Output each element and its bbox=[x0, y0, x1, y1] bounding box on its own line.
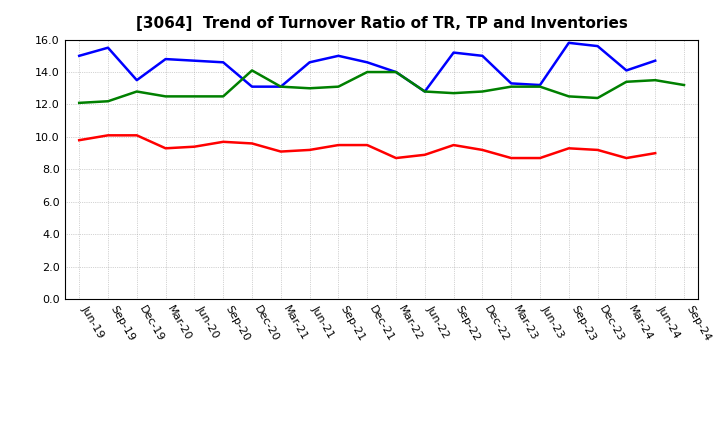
Inventories bbox=[622, 79, 631, 84]
Inventories bbox=[219, 94, 228, 99]
Trade Receivables bbox=[75, 138, 84, 143]
Trade Receivables bbox=[564, 146, 573, 151]
Inventories bbox=[190, 94, 199, 99]
Trade Payables bbox=[507, 81, 516, 86]
Inventories bbox=[420, 89, 429, 94]
Inventories bbox=[564, 94, 573, 99]
Trade Payables bbox=[132, 77, 141, 83]
Trade Receivables bbox=[392, 155, 400, 161]
Trade Receivables bbox=[248, 141, 256, 146]
Inventories bbox=[305, 86, 314, 91]
Trade Receivables bbox=[276, 149, 285, 154]
Trade Payables bbox=[75, 53, 84, 59]
Trade Payables bbox=[363, 60, 372, 65]
Trade Payables bbox=[248, 84, 256, 89]
Trade Payables bbox=[420, 89, 429, 94]
Inventories bbox=[651, 77, 660, 83]
Trade Receivables bbox=[449, 143, 458, 148]
Trade Receivables bbox=[132, 133, 141, 138]
Inventories bbox=[363, 70, 372, 75]
Trade Receivables bbox=[305, 147, 314, 153]
Trade Receivables bbox=[190, 144, 199, 149]
Trade Receivables bbox=[651, 150, 660, 156]
Inventories bbox=[507, 84, 516, 89]
Trade Receivables bbox=[593, 147, 602, 153]
Trade Receivables bbox=[478, 147, 487, 153]
Trade Payables bbox=[104, 45, 112, 50]
Title: [3064]  Trend of Turnover Ratio of TR, TP and Inventories: [3064] Trend of Turnover Ratio of TR, TP… bbox=[135, 16, 628, 32]
Trade Payables bbox=[449, 50, 458, 55]
Trade Payables bbox=[334, 53, 343, 59]
Line: Trade Payables: Trade Payables bbox=[79, 43, 655, 92]
Inventories bbox=[593, 95, 602, 101]
Inventories bbox=[132, 89, 141, 94]
Trade Payables bbox=[622, 68, 631, 73]
Trade Receivables bbox=[420, 152, 429, 158]
Trade Receivables bbox=[507, 155, 516, 161]
Inventories bbox=[248, 68, 256, 73]
Inventories bbox=[334, 84, 343, 89]
Inventories bbox=[449, 91, 458, 96]
Trade Receivables bbox=[219, 139, 228, 144]
Trade Payables bbox=[651, 58, 660, 63]
Trade Payables bbox=[392, 70, 400, 75]
Inventories bbox=[392, 70, 400, 75]
Inventories bbox=[276, 84, 285, 89]
Trade Receivables bbox=[363, 143, 372, 148]
Trade Payables bbox=[478, 53, 487, 59]
Inventories bbox=[680, 82, 688, 88]
Trade Payables bbox=[536, 82, 544, 88]
Inventories bbox=[75, 100, 84, 106]
Trade Payables bbox=[564, 40, 573, 45]
Trade Receivables bbox=[104, 133, 112, 138]
Trade Receivables bbox=[334, 143, 343, 148]
Trade Payables bbox=[276, 84, 285, 89]
Trade Receivables bbox=[161, 146, 170, 151]
Line: Trade Receivables: Trade Receivables bbox=[79, 136, 655, 158]
Line: Inventories: Inventories bbox=[79, 70, 684, 103]
Trade Payables bbox=[593, 44, 602, 49]
Inventories bbox=[161, 94, 170, 99]
Inventories bbox=[478, 89, 487, 94]
Trade Receivables bbox=[622, 155, 631, 161]
Trade Payables bbox=[219, 60, 228, 65]
Trade Payables bbox=[161, 56, 170, 62]
Inventories bbox=[536, 84, 544, 89]
Trade Payables bbox=[190, 58, 199, 63]
Trade Receivables bbox=[536, 155, 544, 161]
Inventories bbox=[104, 99, 112, 104]
Trade Payables bbox=[305, 60, 314, 65]
